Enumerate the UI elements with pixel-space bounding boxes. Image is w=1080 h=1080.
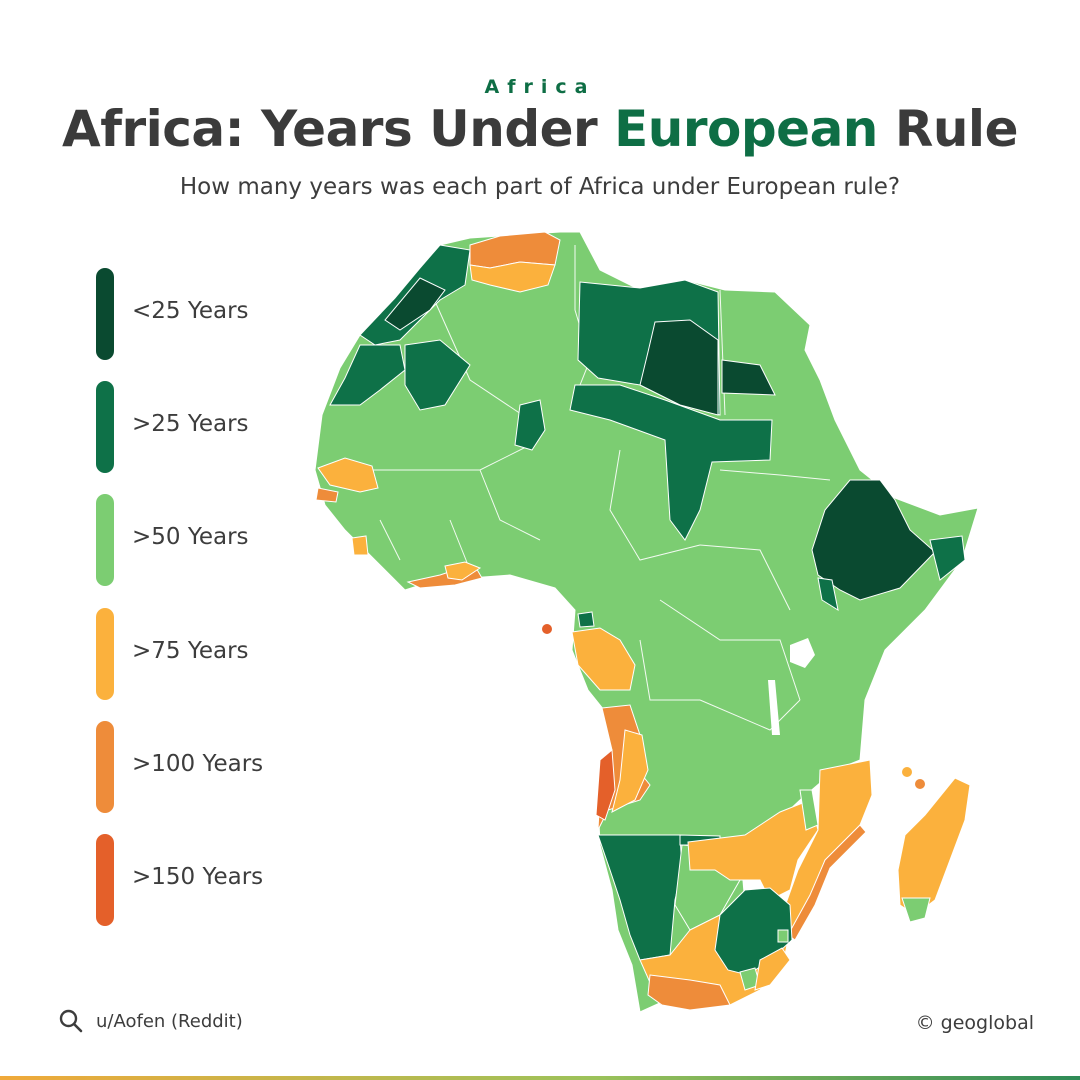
region-madagascar: [897, 777, 971, 916]
island-comoros-2: [915, 779, 925, 789]
lake-tanganyika: [768, 680, 780, 735]
island-sao-tome: [542, 624, 552, 634]
region-cape: [647, 974, 731, 1011]
legend-label-lt25: <25 Years: [132, 298, 249, 324]
legend-swatch-gt50: [96, 494, 114, 586]
region-libya-core: [639, 319, 719, 416]
legend-label-gt25: >25 Years: [132, 411, 249, 437]
region-libya-east: [721, 359, 776, 396]
region-equatorial-guinea: [577, 611, 595, 628]
search-icon: [59, 1009, 83, 1033]
region-malawi: [799, 789, 819, 831]
legend-swatch-gt75: [96, 608, 114, 700]
legend-swatch-gt25: [96, 381, 114, 473]
region-mauritania-north: [404, 339, 471, 411]
region-atlas-dark: [384, 277, 446, 331]
region-ethiopia-sw: [817, 577, 839, 612]
region-natal: [754, 947, 791, 991]
legend-item-gt75: >75 Years: [96, 608, 356, 700]
region-eswatini: [777, 929, 789, 943]
lake-victoria: [790, 638, 815, 668]
legend-label-gt100: >100 Years: [132, 751, 264, 777]
legend-item-gt150: >150 Years: [96, 834, 356, 926]
region-mozambique-coast: [787, 824, 867, 941]
legend-swatch-gt150: [96, 834, 114, 926]
legend-label-gt50: >50 Years: [132, 524, 249, 550]
legend-label-gt150: >150 Years: [132, 864, 264, 890]
kicker-label: Africa: [484, 76, 596, 98]
region-gambia: [315, 487, 339, 503]
region-angola-inner-yellow: [611, 729, 649, 813]
title-part-2: Rule: [877, 100, 1019, 158]
region-mali-lake: [514, 399, 546, 451]
region-namibia: [597, 834, 683, 961]
title-part-1: Africa: Years Under: [62, 100, 615, 158]
page-subtitle: How many years was each part of Africa u…: [179, 174, 901, 200]
region-madagascar-south: [901, 897, 931, 923]
island-comoros-1: [902, 767, 912, 777]
legend-swatch-gt100: [96, 721, 114, 813]
source-credit: u/Aofen (Reddit): [58, 1008, 243, 1034]
region-western-sahara: [329, 344, 406, 406]
legend-item-gt100: >100 Years: [96, 721, 356, 813]
region-niger-chad: [569, 384, 773, 541]
legend-item-lt25: <25 Years: [96, 268, 356, 360]
brand-credit: © geoglobal: [915, 1012, 1034, 1034]
region-angola-coast-red: [595, 748, 616, 821]
title-accent: European: [614, 100, 878, 158]
region-somalia-north: [929, 535, 966, 581]
region-sierra-leone: [351, 535, 369, 556]
bottom-divider: [0, 1076, 1080, 1080]
africa-map: [314, 231, 979, 1013]
legend-swatch-lt25: [96, 268, 114, 360]
region-ethiopia: [811, 479, 936, 601]
source-label: u/Aofen (Reddit): [96, 1010, 243, 1032]
page-title: Africa: Years Under European Rule: [0, 100, 1080, 158]
legend-item-gt25: >25 Years: [96, 381, 356, 473]
region-gold-coast-yellow: [444, 561, 482, 581]
region-senegal: [317, 457, 379, 493]
legend-label-gt75: >75 Years: [132, 638, 249, 664]
region-zimbabwe: [687, 799, 819, 901]
region-gabon-coast: [571, 627, 636, 691]
legend-item-gt50: >50 Years: [96, 494, 356, 586]
region-algeria-coast-yellow: [469, 261, 556, 293]
